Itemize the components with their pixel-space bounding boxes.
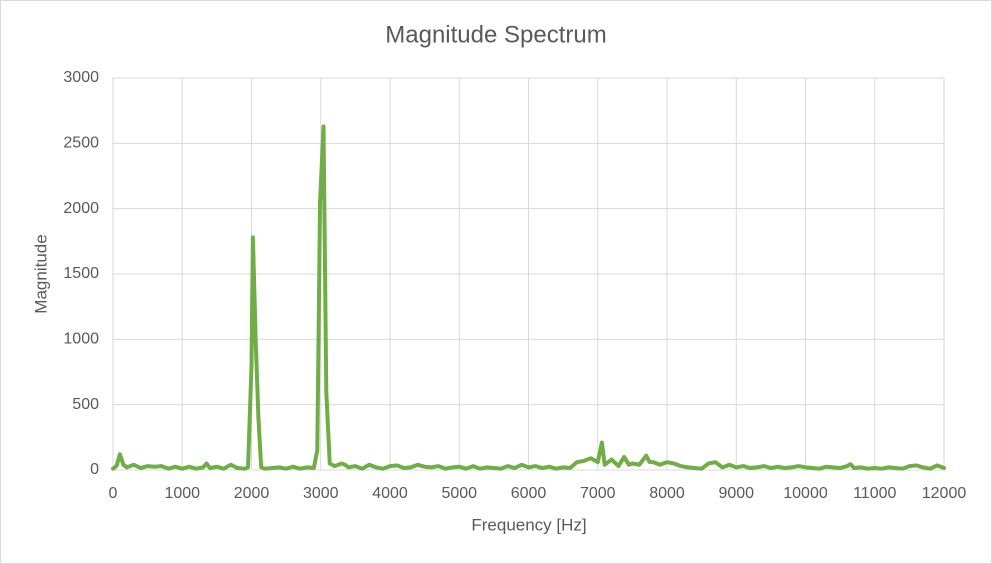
x-tick-label: 0 — [109, 485, 118, 502]
y-tick-label: 1500 — [63, 265, 99, 282]
y-tick-label: 500 — [72, 396, 99, 413]
x-tick-label: 11000 — [853, 485, 896, 502]
x-tick-label: 6000 — [511, 485, 547, 502]
x-tick-label: 10000 — [783, 485, 828, 502]
x-tick-label: 3000 — [303, 485, 339, 502]
y-tick-label: 2000 — [63, 200, 99, 217]
chart-title: Magnitude Spectrum — [385, 21, 606, 48]
x-tick-label: 5000 — [441, 485, 477, 502]
x-tick-label: 4000 — [372, 485, 408, 502]
x-tick-label: 7000 — [580, 485, 616, 502]
data-line — [111, 124, 946, 471]
x-tick-label: 1000 — [164, 485, 200, 502]
x-tick-label: 2000 — [234, 485, 270, 502]
y-tick-label: 2500 — [63, 135, 99, 152]
x-tick-label: 9000 — [718, 485, 754, 502]
y-tick-label: 0 — [90, 461, 99, 478]
x-axis-title: Frequency [Hz] — [471, 515, 586, 534]
y-tick-label: 1000 — [63, 331, 99, 348]
y-axis-title: Magnitude — [31, 234, 50, 313]
x-tick-label: 8000 — [649, 485, 685, 502]
y-tick-label: 3000 — [63, 69, 99, 86]
x-tick-label: 12000 — [922, 485, 967, 502]
